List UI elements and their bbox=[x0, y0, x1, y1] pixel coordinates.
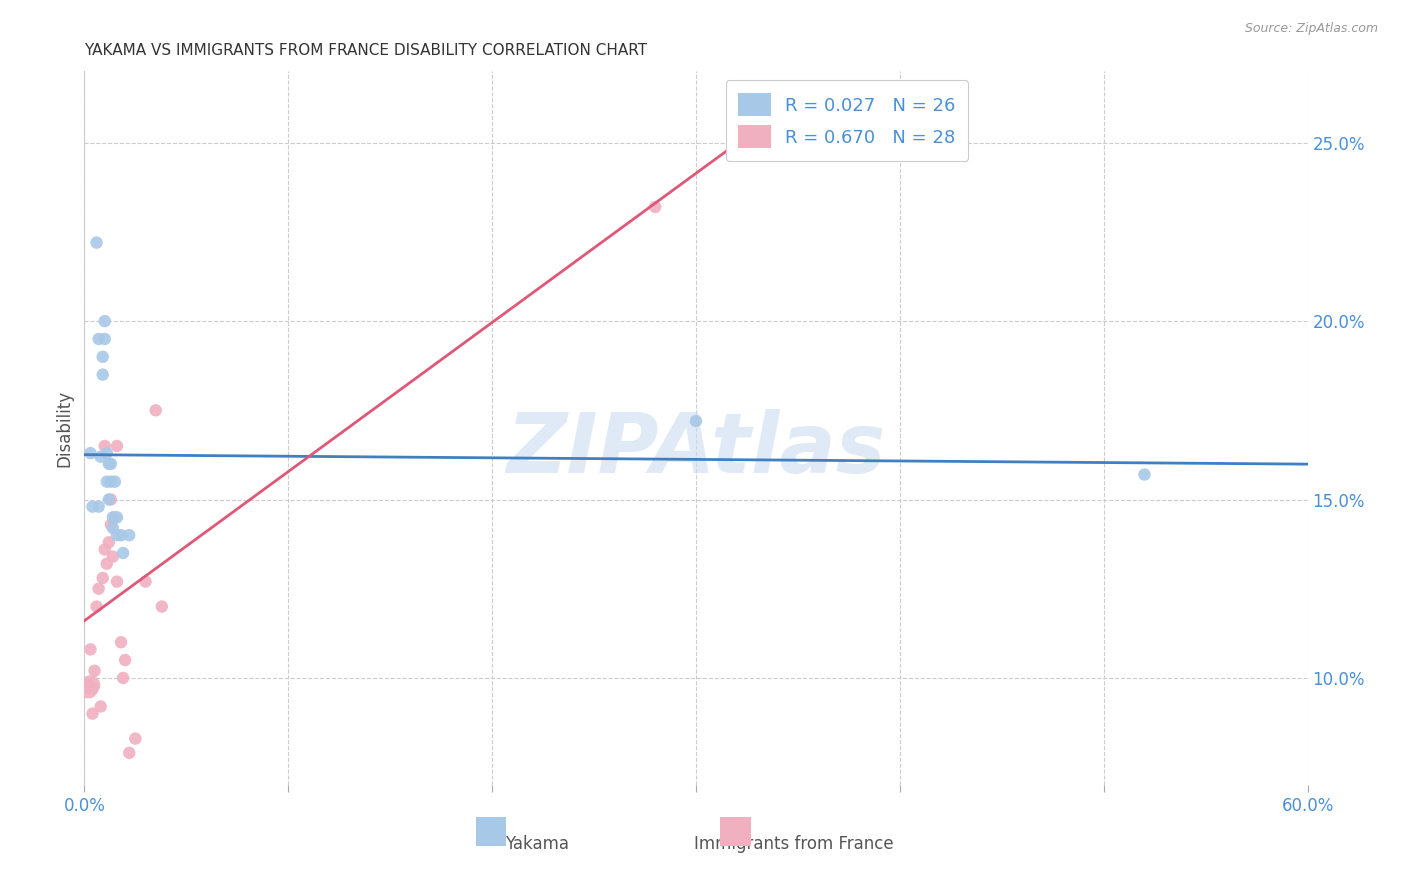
Point bbox=[82, 706, 104, 721]
Point bbox=[87, 500, 110, 514]
Point bbox=[105, 574, 128, 589]
Point bbox=[124, 731, 146, 746]
Point bbox=[91, 350, 114, 364]
Point bbox=[87, 582, 110, 596]
Point bbox=[97, 492, 120, 507]
Text: Source: ZipAtlas.com: Source: ZipAtlas.com bbox=[1244, 22, 1378, 36]
Text: Immigrants from France: Immigrants from France bbox=[695, 835, 894, 853]
Text: ZIPAtlas: ZIPAtlas bbox=[506, 409, 886, 490]
Point bbox=[110, 528, 132, 542]
Point bbox=[101, 510, 124, 524]
Point bbox=[86, 235, 108, 250]
Point bbox=[93, 439, 115, 453]
Point bbox=[96, 446, 118, 460]
Point bbox=[90, 450, 112, 464]
Point bbox=[93, 542, 115, 557]
Point bbox=[644, 200, 666, 214]
Text: Yakama: Yakama bbox=[505, 835, 569, 853]
Point bbox=[90, 699, 112, 714]
Point bbox=[105, 510, 128, 524]
Point bbox=[112, 671, 135, 685]
Point bbox=[100, 457, 122, 471]
Point bbox=[100, 492, 122, 507]
Y-axis label: Disability: Disability bbox=[55, 390, 73, 467]
Point bbox=[110, 635, 132, 649]
Point bbox=[118, 528, 141, 542]
Point bbox=[105, 439, 128, 453]
Point bbox=[105, 528, 128, 542]
Point bbox=[91, 571, 114, 585]
Point bbox=[104, 510, 127, 524]
FancyBboxPatch shape bbox=[720, 817, 751, 846]
Point bbox=[100, 517, 122, 532]
Point bbox=[77, 681, 100, 696]
Point bbox=[79, 678, 101, 692]
Point bbox=[118, 746, 141, 760]
Point bbox=[79, 446, 101, 460]
Legend: R = 0.027   N = 26, R = 0.670   N = 28: R = 0.027 N = 26, R = 0.670 N = 28 bbox=[725, 80, 969, 161]
Point bbox=[135, 574, 157, 589]
Point bbox=[1133, 467, 1156, 482]
Point bbox=[93, 314, 115, 328]
Point bbox=[101, 549, 124, 564]
Point bbox=[86, 599, 108, 614]
Point bbox=[145, 403, 167, 417]
Point bbox=[93, 332, 115, 346]
Point bbox=[114, 653, 136, 667]
Point bbox=[112, 546, 135, 560]
Text: YAKAMA VS IMMIGRANTS FROM FRANCE DISABILITY CORRELATION CHART: YAKAMA VS IMMIGRANTS FROM FRANCE DISABIL… bbox=[84, 43, 648, 58]
Point bbox=[83, 664, 105, 678]
Point bbox=[97, 457, 120, 471]
Point bbox=[100, 475, 122, 489]
Point bbox=[96, 557, 118, 571]
Point bbox=[97, 535, 120, 549]
Point bbox=[150, 599, 173, 614]
FancyBboxPatch shape bbox=[475, 817, 506, 846]
Point bbox=[685, 414, 707, 428]
Point bbox=[91, 368, 114, 382]
Point bbox=[96, 475, 118, 489]
Point bbox=[82, 500, 104, 514]
Point bbox=[87, 332, 110, 346]
Point bbox=[104, 475, 127, 489]
Point bbox=[101, 521, 124, 535]
Point bbox=[79, 642, 101, 657]
